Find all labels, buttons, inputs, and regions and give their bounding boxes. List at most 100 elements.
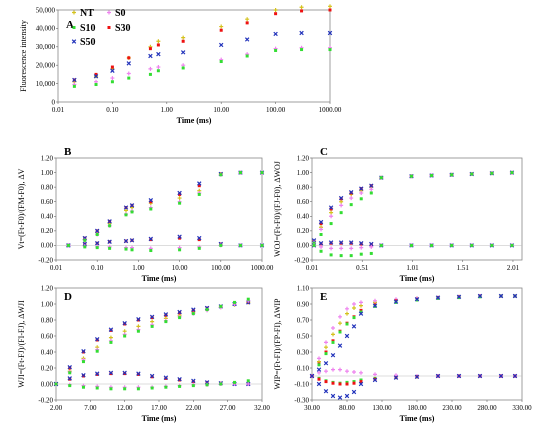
data-point [510,243,514,247]
data-point [352,302,356,306]
data-point [124,247,128,251]
panel-c-ytick-label: 1.20 [297,154,310,162]
data-point [127,76,131,80]
data-point [156,51,161,57]
data-point [245,54,249,58]
data-point [130,248,134,252]
data-point [149,314,155,320]
data-point [177,376,182,382]
data-point [348,240,354,245]
data-point [299,5,304,10]
data-point [349,196,354,201]
data-point [359,190,364,195]
panel-d-series-s50 [53,300,251,387]
panel-d-xlabel: Time (ms) [142,414,177,423]
panel-b-xtick-label: 0.10 [91,264,104,272]
legend-label-nt: NT [80,8,94,19]
panel-e-series-s30 [310,294,517,378]
data-point [95,349,99,353]
data-point [148,47,152,51]
data-point [129,238,135,243]
data-point [470,172,474,176]
data-point [393,299,399,304]
data-point [127,56,131,60]
data-point [163,312,169,317]
data-point [238,243,242,247]
data-point [218,42,224,48]
data-point [300,9,304,13]
panel-c-chart: -0.20 0.00 0.20 0.40 0.60 0.80 1.00 1.20 0.01 0.5… [273,146,523,283]
data-point [339,199,344,204]
data-point [109,387,113,391]
panel-e-ytick-label: 0.70 [297,316,310,324]
panel-a-ytick-label: 40,000 [36,25,56,33]
data-point [72,77,77,83]
data-point [156,43,160,47]
data-point [435,295,441,300]
data-point [83,245,87,249]
data-point [319,249,323,253]
data-point [66,243,70,247]
data-point [409,243,413,247]
data-point [181,66,185,70]
panel-c-series-s10-delta [312,243,514,258]
panel-e-series-s50 [309,293,518,379]
data-point [94,371,100,376]
panel-e-xtick-label: 80.00 [339,404,355,412]
data-point [339,246,344,251]
data-point [331,326,335,330]
data-point [510,171,514,175]
data-point [246,297,250,301]
panel-c-series-nt [312,170,514,244]
panel-b-ytick-label: 0.60 [41,198,54,206]
data-point [178,384,182,388]
panel-b-xlabel: Time (ms) [142,274,177,283]
data-point [470,243,474,247]
data-point [373,372,377,377]
panel-c-ylabel: WOJ=(Ft-F0)/(FJ-F0), ΔWOJ [273,161,282,257]
data-point [233,380,237,384]
data-point [328,4,332,9]
data-point [319,222,323,226]
data-point [329,210,334,215]
panel-b-xtick-label: 1.00 [132,264,145,272]
panel-c-series-s30 [312,171,514,243]
data-point [122,320,127,326]
data-point [110,65,114,69]
data-point [409,174,413,178]
data-point [339,211,343,215]
data-point [246,382,251,386]
data-point [324,380,328,384]
data-point [150,386,154,390]
data-point [108,370,114,376]
panel-e-ytick-label: 0.10 [297,364,310,372]
data-point [331,367,335,372]
data-point [359,370,363,375]
data-point [123,387,127,391]
data-point [477,293,483,299]
panel-c-series-s50-delta [311,240,515,248]
data-point [324,340,328,345]
data-point [369,251,373,255]
data-point [358,311,364,316]
data-point [274,48,278,52]
data-point [359,252,363,256]
data-point [352,306,356,310]
data-point [148,53,153,59]
data-point [345,322,349,326]
data-point [498,373,504,379]
data-point [359,186,364,191]
data-point [329,207,333,211]
data-point [181,35,186,40]
data-point [148,198,154,203]
data-point [244,37,250,42]
panel-a-letter: A [66,19,74,31]
data-point [339,203,344,208]
panel-d-xtick-label: 2.00 [50,404,63,412]
data-point [330,352,336,358]
data-point [94,83,98,87]
data-point [300,48,304,52]
data-point [178,236,182,240]
data-point [344,333,350,339]
data-point [273,8,278,12]
